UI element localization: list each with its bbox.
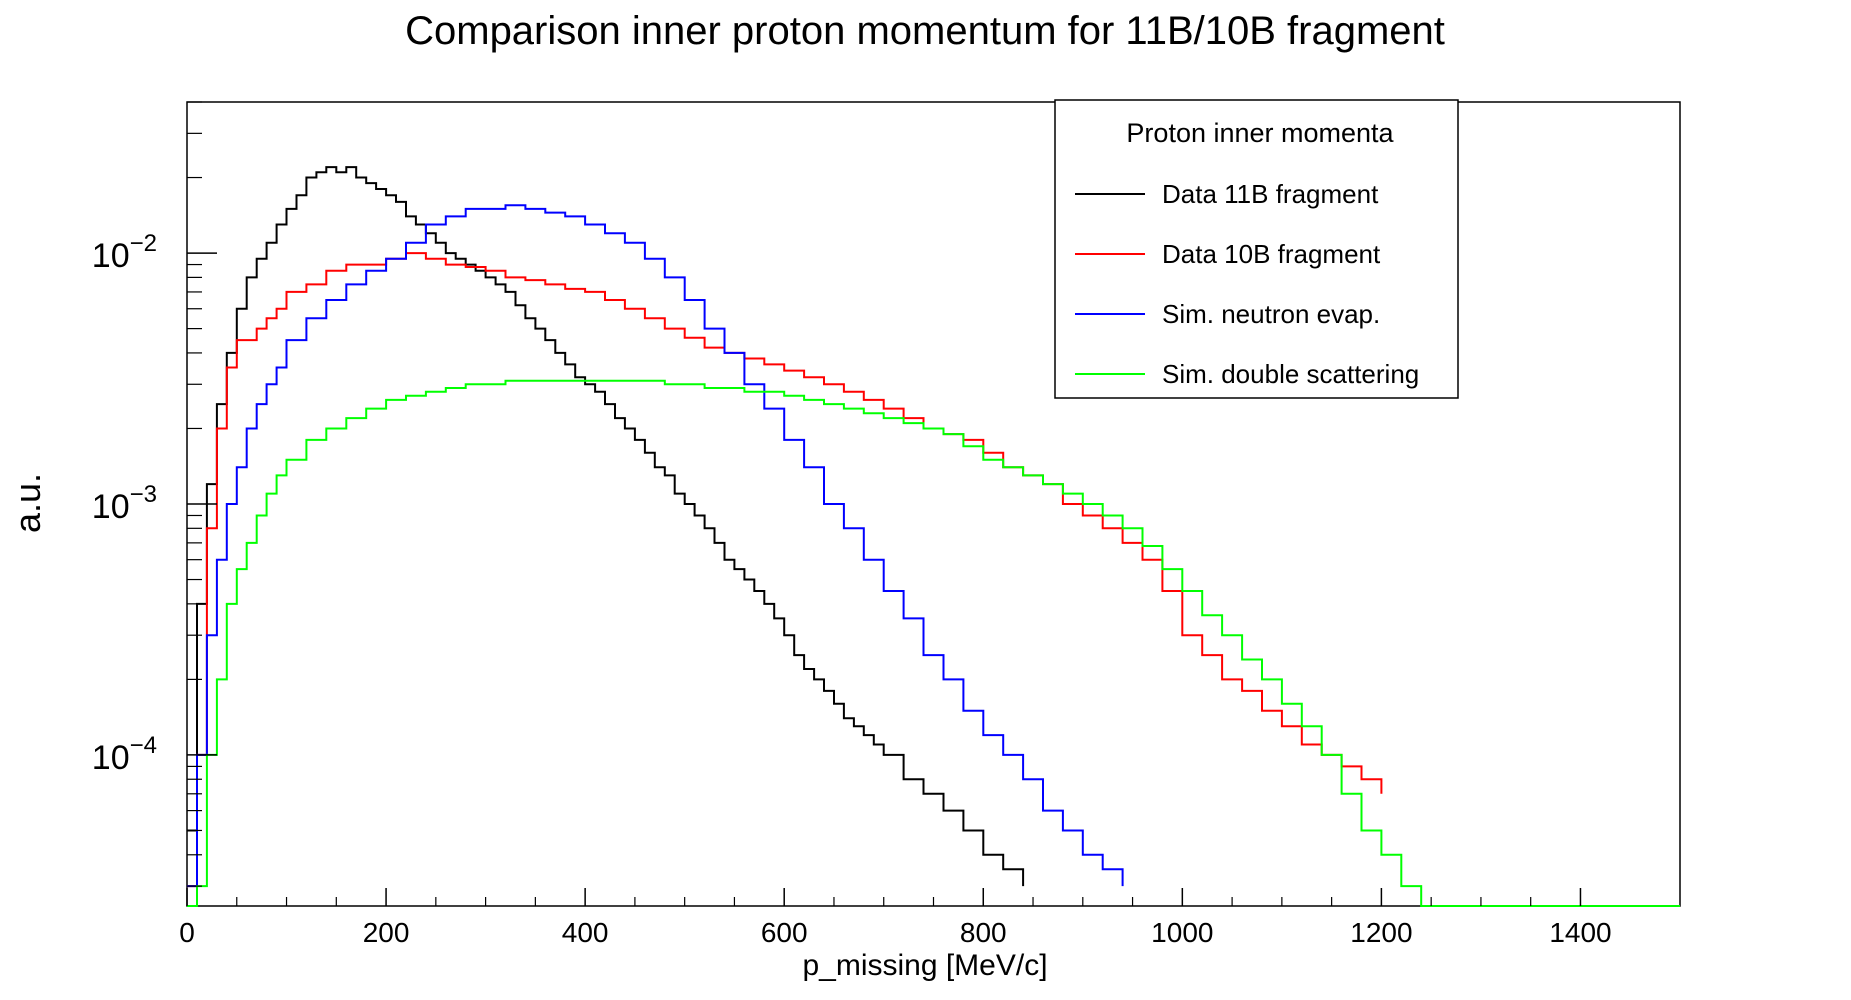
legend-label: Data 11B fragment xyxy=(1162,179,1379,209)
y-tick-label: 10−2 xyxy=(92,230,157,275)
x-tick-label: 0 xyxy=(179,917,195,948)
x-tick-label: 1200 xyxy=(1350,917,1412,948)
x-tick-label: 1400 xyxy=(1549,917,1611,948)
series-layer xyxy=(187,166,1680,907)
x-tick-label: 800 xyxy=(960,917,1007,948)
y-axis: 10−2 10−3 10−4 xyxy=(92,101,217,887)
x-tick-label: 200 xyxy=(363,917,410,948)
x-tick-label: 400 xyxy=(562,917,609,948)
legend: Proton inner momenta Data 11B fragment Da… xyxy=(1054,99,1459,399)
series-line-1 xyxy=(187,166,1025,887)
legend-title: Proton inner momenta xyxy=(1126,118,1394,148)
series-line-3 xyxy=(187,204,1124,888)
legend-label: Sim. neutron evap. xyxy=(1162,299,1380,329)
legend-box xyxy=(1054,99,1459,399)
legend-label: Sim. double scattering xyxy=(1162,359,1419,389)
legend-label: Data 10B fragment xyxy=(1162,239,1381,269)
y-tick-label: 10−3 xyxy=(92,481,157,526)
x-tick-label: 1000 xyxy=(1151,917,1213,948)
x-tick-label: 600 xyxy=(761,917,808,948)
chart-title: Comparison inner proton momentum for 11B… xyxy=(405,9,1445,53)
y-axis-label: a.u. xyxy=(7,473,48,533)
x-axis: 0 200 400 600 800 1000 1200 1400 xyxy=(179,888,1612,948)
series-line-4 xyxy=(187,379,1680,907)
y-tick-label: 10−4 xyxy=(92,732,157,777)
x-axis-label: p_missing [MeV/c] xyxy=(802,949,1047,982)
